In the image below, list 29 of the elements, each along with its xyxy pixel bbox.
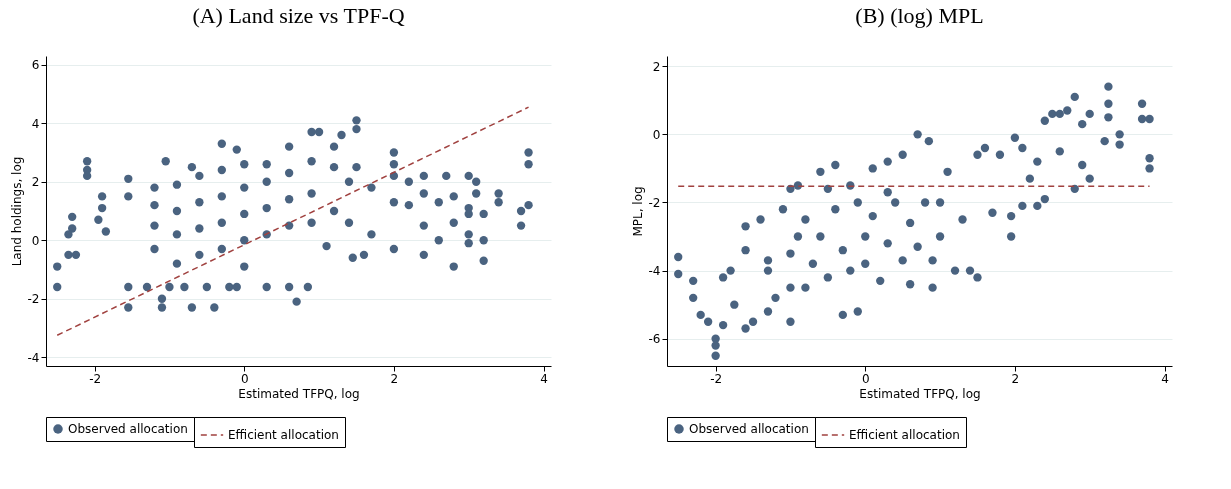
legend-label: Efficient allocation xyxy=(228,428,339,442)
y-tick-label: -4 xyxy=(27,350,40,365)
chart-title: (B) (log) MPL xyxy=(855,3,984,28)
legend-label: Efficient allocation xyxy=(849,428,960,442)
x-tick-label: 4 xyxy=(1161,371,1169,386)
y-tick-label: -4 xyxy=(648,264,661,279)
x-axis-title: Estimated TFPQ, log xyxy=(859,386,981,401)
legend-label: Observed allocation xyxy=(68,422,188,436)
y-tick-label: 4 xyxy=(31,116,40,131)
y-tick-label: -2 xyxy=(648,195,661,210)
y-tick-label: -2 xyxy=(27,292,40,307)
y-tick-label: 2 xyxy=(652,59,661,74)
x-tick-label: 2 xyxy=(1011,371,1020,386)
y-tick-label: 0 xyxy=(652,127,661,142)
y-tick-label: 2 xyxy=(31,175,40,190)
x-tick-label: 0 xyxy=(240,371,249,386)
x-tick-label: 0 xyxy=(861,371,870,386)
y-axis-title: MPL, log xyxy=(630,186,645,237)
y-axis-title: Land holdings, log xyxy=(9,156,24,267)
y-tick-label: 6 xyxy=(31,58,40,73)
x-tick-label: -2 xyxy=(89,371,102,386)
x-tick-label: -2 xyxy=(710,371,723,386)
y-tick-label: 0 xyxy=(31,233,40,248)
chart-title: (A) Land size vs TPF-Q xyxy=(192,3,405,28)
x-tick-label: 4 xyxy=(540,371,548,386)
x-axis-title: Estimated TFPQ, log xyxy=(238,386,360,401)
legend-label: Observed allocation xyxy=(689,422,809,436)
x-tick-label: 2 xyxy=(390,371,399,386)
y-tick-label: -6 xyxy=(648,332,661,347)
